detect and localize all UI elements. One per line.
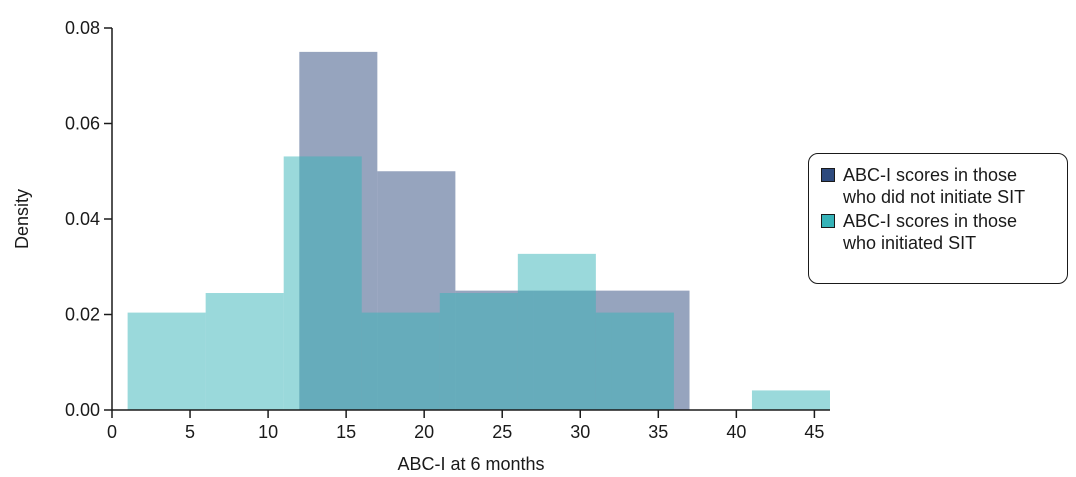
x-tick-label: 15 bbox=[336, 422, 356, 442]
x-tick-label: 40 bbox=[726, 422, 746, 442]
legend-label-line: ABC-I scores in those bbox=[843, 165, 1018, 185]
bar-initiated bbox=[439, 293, 518, 410]
legend-label-initiated: ABC-I scores in those who initiated SIT bbox=[843, 210, 1017, 254]
bar-initiated bbox=[361, 312, 440, 410]
axes-layer: 0.00 0.02 0.04 0.06 0.08 0 5 10 15 20 25 30 35 40 45 bbox=[65, 18, 830, 442]
y-tick-label: 0.00 bbox=[65, 400, 100, 420]
legend-item-initiated: ABC-I scores in those who initiated SIT bbox=[821, 210, 1067, 254]
bar-initiated bbox=[127, 312, 206, 410]
bar-initiated bbox=[205, 293, 284, 410]
x-tick-label: 45 bbox=[804, 422, 824, 442]
bar-initiated bbox=[595, 312, 674, 410]
legend-label-line: who initiated SIT bbox=[843, 233, 977, 253]
legend-swatch-not-initiated bbox=[821, 168, 835, 182]
x-tick-label: 10 bbox=[258, 422, 278, 442]
legend-item-not-initiated: ABC-I scores in those who did not initia… bbox=[821, 164, 1067, 208]
legend: ABC-I scores in those who did not initia… bbox=[808, 153, 1068, 284]
x-tick-label: 20 bbox=[414, 422, 434, 442]
x-tick-label: 0 bbox=[107, 422, 117, 442]
x-tick-label: 30 bbox=[570, 422, 590, 442]
bar-initiated bbox=[283, 156, 362, 410]
x-axis-title: ABC-I at 6 months bbox=[397, 454, 544, 474]
x-tick-label: 5 bbox=[185, 422, 195, 442]
bars-layer bbox=[127, 51, 830, 410]
legend-label-not-initiated: ABC-I scores in those who did not initia… bbox=[843, 164, 1025, 208]
legend-swatch-initiated bbox=[821, 214, 835, 228]
legend-label-line: ABC-I scores in those bbox=[843, 211, 1018, 231]
x-tick-label: 25 bbox=[492, 422, 512, 442]
y-tick-label: 0.06 bbox=[65, 114, 100, 134]
y-tick-label: 0.02 bbox=[65, 305, 100, 325]
y-tick-label: 0.08 bbox=[65, 18, 100, 38]
y-axis-title: Density bbox=[12, 189, 32, 249]
y-tick-label: 0.04 bbox=[65, 209, 100, 229]
legend-label-line: who did not initiate SIT bbox=[843, 187, 1026, 207]
bar-initiated bbox=[751, 390, 830, 410]
bar-initiated bbox=[517, 253, 596, 410]
x-tick-label: 35 bbox=[648, 422, 668, 442]
